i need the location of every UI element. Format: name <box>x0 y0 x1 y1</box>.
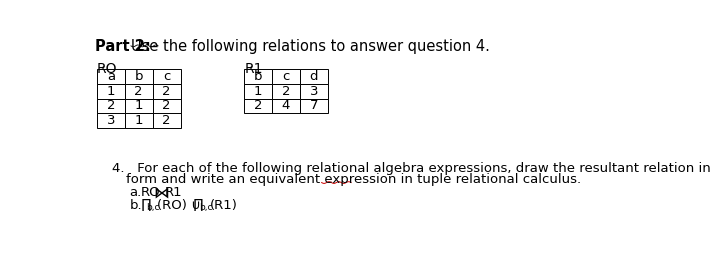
Text: R1: R1 <box>244 62 262 76</box>
Text: 4.   For each of the following relational algebra expressions, draw the resultan: 4. For each of the following relational … <box>113 162 713 175</box>
Bar <box>125 99 153 113</box>
Bar <box>244 99 272 113</box>
Text: RO: RO <box>140 186 160 200</box>
Bar <box>272 69 300 84</box>
Bar <box>244 84 272 99</box>
Text: ⋈: ⋈ <box>153 186 170 201</box>
Bar <box>125 84 153 99</box>
Text: 3: 3 <box>309 85 318 98</box>
Text: 2: 2 <box>163 85 171 98</box>
Text: b.: b. <box>130 199 142 212</box>
Text: Π: Π <box>193 199 204 214</box>
Text: 2: 2 <box>106 99 115 112</box>
Bar <box>272 84 300 99</box>
Bar <box>300 84 328 99</box>
Bar <box>153 69 180 84</box>
Text: 4: 4 <box>282 99 290 112</box>
Text: b: b <box>135 70 143 83</box>
Bar <box>153 99 180 113</box>
Text: Π: Π <box>140 199 151 214</box>
Text: a.: a. <box>130 186 142 200</box>
Bar <box>125 69 153 84</box>
Text: RO: RO <box>97 62 118 76</box>
Bar <box>153 113 180 128</box>
Text: c: c <box>282 70 289 83</box>
Text: b,c: b,c <box>199 203 212 212</box>
Text: 2: 2 <box>163 99 171 112</box>
Text: 2: 2 <box>135 85 143 98</box>
Text: Use the following relations to answer question 4.: Use the following relations to answer qu… <box>131 39 490 53</box>
Text: 1: 1 <box>135 114 143 127</box>
Text: 7: 7 <box>309 99 318 112</box>
Bar <box>97 99 125 113</box>
Text: b,c: b,c <box>146 203 160 212</box>
Bar <box>300 69 328 84</box>
Bar <box>300 99 328 113</box>
Text: 1: 1 <box>106 85 115 98</box>
Text: 2: 2 <box>254 99 262 112</box>
Text: b: b <box>254 70 262 83</box>
Bar <box>272 99 300 113</box>
Text: 1: 1 <box>254 85 262 98</box>
Bar <box>153 84 180 99</box>
Text: 1: 1 <box>135 99 143 112</box>
Text: Part 2:: Part 2: <box>96 39 151 53</box>
Bar <box>125 113 153 128</box>
Text: (R1): (R1) <box>210 199 238 212</box>
Text: 2: 2 <box>282 85 290 98</box>
Text: c: c <box>163 70 170 83</box>
Text: 3: 3 <box>106 114 115 127</box>
Text: R1: R1 <box>165 186 183 200</box>
Text: (RO) ∪: (RO) ∪ <box>158 199 205 212</box>
Text: a: a <box>107 70 115 83</box>
Text: form and write an equivalent expression in tuple relational calculus.: form and write an equivalent expression … <box>126 173 581 186</box>
Bar <box>244 69 272 84</box>
Bar <box>97 69 125 84</box>
Bar <box>97 84 125 99</box>
Text: d: d <box>309 70 318 83</box>
Text: 2: 2 <box>163 114 171 127</box>
Bar <box>97 113 125 128</box>
